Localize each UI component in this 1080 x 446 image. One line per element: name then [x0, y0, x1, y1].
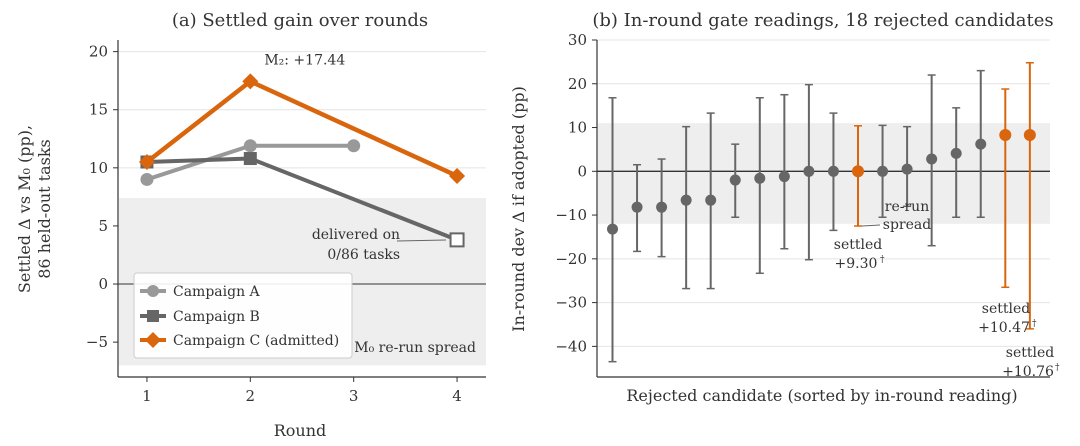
legend-marker-campaign-a	[147, 285, 159, 297]
legend-label-campaign-a: Campaign A	[173, 284, 261, 300]
panel-a-x-ticks: 1 2 3 4	[142, 377, 462, 405]
annotation-settled-b-dagger: †	[1032, 319, 1037, 329]
candidate-point	[680, 194, 692, 206]
candidate-point	[803, 165, 815, 177]
y-tick-label: 0	[577, 162, 587, 180]
y-tick-label: −20	[555, 250, 587, 268]
annotation-settled-c-line1: settled	[1006, 345, 1054, 361]
panel-b-y-ticks: −40 −30 −20 −10 0 10 20 30	[555, 31, 597, 355]
data-point-square	[449, 232, 465, 248]
panel-a: (a) Settled gain over rounds −505101520 …	[15, 10, 486, 440]
annotation-settled-b-line1: settled	[982, 301, 1030, 317]
data-point-square	[243, 152, 257, 166]
data-point-circle	[243, 139, 257, 153]
legend-label-campaign-c: Campaign C (admitted)	[173, 333, 339, 349]
candidate-point	[999, 128, 1012, 141]
candidate-point	[754, 172, 766, 184]
panel-a-series	[138, 73, 466, 248]
y-tick-label: 0	[98, 275, 108, 293]
x-tick-label: 2	[246, 387, 256, 405]
candidate-point	[705, 194, 717, 206]
x-tick-label: 3	[349, 387, 359, 405]
annotation-rerun-pointer	[861, 224, 881, 227]
annotation-delivered-arrow	[396, 239, 447, 242]
candidate-point	[827, 165, 839, 177]
y-tick-label: 20	[568, 75, 587, 93]
candidate-point	[631, 201, 643, 213]
y-tick-label: 5	[98, 217, 108, 235]
y-tick-label: −5	[86, 333, 108, 351]
y-tick-label: −40	[555, 337, 587, 355]
legend-marker-campaign-b	[147, 310, 159, 322]
legend-label-campaign-b: Campaign B	[173, 309, 260, 325]
data-point-diamond	[242, 73, 259, 90]
candidate-point	[901, 163, 913, 175]
y-tick-label: −30	[555, 294, 587, 312]
y-tick-label: −10	[555, 206, 587, 224]
legend-marker-campaign-c	[145, 332, 161, 348]
annotation-rerun-line1: re-run	[885, 199, 929, 215]
x-tick-label: 4	[452, 387, 462, 405]
panel-a-y-ticks: −5 0 5 10 15 20	[86, 43, 118, 351]
legend-box	[133, 272, 353, 359]
y-tick-label: 30	[568, 31, 587, 49]
candidate-point	[950, 147, 962, 159]
panel-b-title: (b) In-round gate readings, 18 rejected …	[592, 10, 1053, 31]
y-tick-label: 15	[89, 101, 108, 119]
annotation-settled-b-line2: +10.47	[978, 320, 1030, 336]
data-point-diamond	[449, 167, 466, 184]
annotation-settled-c-line2: +10.76	[1002, 364, 1054, 380]
panel-a-y-label-line2: 86 held-out tasks	[35, 139, 54, 279]
panel-a-x-label: Round	[274, 421, 327, 440]
y-tick-label: 20	[89, 43, 108, 61]
data-point-circle	[347, 139, 361, 153]
candidate-point	[926, 153, 938, 165]
data-point-diamond	[138, 154, 155, 171]
candidate-point	[729, 174, 741, 186]
annotation-delivered-line2: 0/86 tasks	[327, 247, 400, 263]
panel-b-y-label: In-round dev Δ if adopted (pp)	[509, 86, 528, 332]
annotation-m2-peak: M₂: +17.44	[264, 52, 345, 68]
annotation-settled-c-dagger: †	[1055, 363, 1060, 373]
panel-b-points	[607, 62, 1036, 363]
candidate-point	[656, 201, 668, 213]
panel-b-x-label: Rejected candidate (sorted by in-round r…	[626, 386, 1017, 405]
annotation-settled-a-line1: settled	[834, 237, 882, 253]
annotation-settled-a-line2: +9.30	[835, 256, 878, 272]
panel-a-y-label-line1: Settled Δ vs M₀ (pp),	[15, 125, 34, 293]
band-label-m0-rerun-spread: M₀ re-run spread	[354, 340, 476, 356]
candidate-point	[1023, 128, 1036, 141]
candidate-point	[975, 138, 987, 150]
x-tick-label: 1	[142, 387, 152, 405]
candidate-point	[852, 165, 864, 178]
annotation-settled-a-dagger: †	[880, 255, 885, 265]
panel-b: (b) In-round gate readings, 18 rejected …	[509, 10, 1060, 405]
data-point-circle	[140, 172, 154, 186]
candidate-point	[877, 165, 889, 177]
annotation-rerun-line2: spread	[883, 217, 931, 233]
y-tick-label: 10	[568, 119, 587, 137]
annotation-delivered-line1: delivered on	[312, 227, 400, 243]
candidate-point	[778, 171, 790, 183]
panel-a-title: (a) Settled gain over rounds	[172, 10, 428, 31]
y-tick-label: 10	[89, 159, 108, 177]
panel-b-spread-band	[598, 123, 1050, 224]
candidate-point	[607, 223, 618, 235]
panel-a-legend: Campaign A Campaign B Campaign C (admitt…	[133, 272, 353, 359]
